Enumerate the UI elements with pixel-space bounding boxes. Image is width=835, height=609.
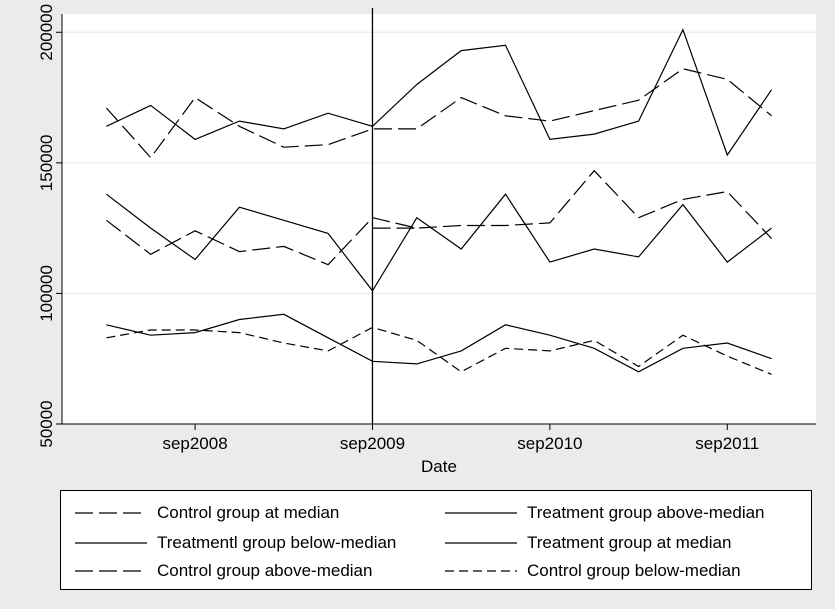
y-tick-label: 100000 xyxy=(37,265,56,322)
legend-label: Control group above-median xyxy=(157,561,373,580)
series-line-3 xyxy=(106,313,772,373)
series-lines xyxy=(105,28,773,375)
legend-item: Control group below-median xyxy=(443,557,741,585)
legend-key xyxy=(75,542,147,544)
legend-label: Control group at median xyxy=(157,503,340,522)
x-tick-label: sep2010 xyxy=(517,434,582,453)
legend-item: Control group above-median xyxy=(73,557,372,585)
series-line-1 xyxy=(106,169,773,266)
series-line-6 xyxy=(106,326,772,375)
legend-key xyxy=(75,512,147,514)
legend-key xyxy=(75,570,147,572)
legend-item: Treatmentl group below-median xyxy=(73,529,396,557)
legend-key xyxy=(445,542,517,544)
legend: Control group at median Treatment group a… xyxy=(60,490,812,590)
legend-key xyxy=(445,512,517,514)
legend-item: Treatment group above-median xyxy=(443,499,765,527)
y-tick-label: 50000 xyxy=(37,400,56,447)
legend-label: Control group below-median xyxy=(527,561,741,580)
y-tick-label: 150000 xyxy=(37,134,56,191)
series-line-2 xyxy=(106,28,773,157)
legend-item: Treatment group at median xyxy=(443,529,731,557)
legend-label: Treatment group at median xyxy=(527,533,732,552)
y-tick-label: 200000 xyxy=(37,4,56,61)
legend-item: Control group at median xyxy=(73,499,339,527)
plot-background xyxy=(62,14,816,424)
x-axis-ticks: sep2008 sep2009 sep2010 sep2011 xyxy=(162,424,759,453)
gridlines xyxy=(62,31,816,294)
series-line-4 xyxy=(106,193,772,292)
legend-label: Treatment group above-median xyxy=(527,503,765,522)
legend-label: Treatmentl group below-median xyxy=(157,533,397,552)
x-axis-title: Date xyxy=(421,457,457,476)
y-axis-ticks: 50000 100000 150000 200000 xyxy=(37,4,62,448)
x-tick-label: sep2008 xyxy=(162,434,227,453)
x-tick-label: sep2011 xyxy=(695,434,759,453)
legend-key xyxy=(445,570,517,572)
x-tick-label: sep2009 xyxy=(340,434,405,453)
